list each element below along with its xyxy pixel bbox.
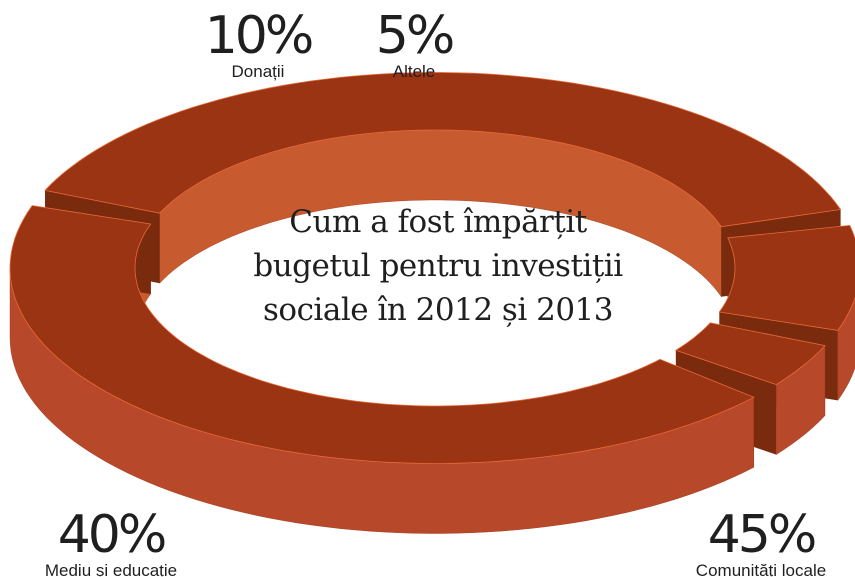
donatii-percent: 10% — [204, 6, 315, 66]
comunitati-percent: 45% — [707, 505, 818, 565]
label-comunitati-locale: 45% Comunități locale — [668, 509, 854, 577]
outer-wall-donatii — [837, 297, 855, 402]
title-line-2: bugetul pentru investiții — [253, 248, 623, 284]
slice-altele — [674, 322, 826, 386]
mediu-name: Mediu și educație — [44, 561, 178, 577]
title-line-3: sociale în 2012 și 2013 — [263, 292, 614, 328]
label-mediu-educatie: 40% Mediu și educație — [16, 509, 206, 577]
slice-donatii — [718, 224, 855, 331]
mediu-percent: 40% — [57, 505, 168, 565]
title-line-1: Cum a fost împărțit — [289, 204, 587, 240]
slice-mediu-si-educatie — [44, 72, 842, 228]
slice-comunitati-locale — [9, 205, 755, 464]
donatii-name: Donații — [231, 62, 285, 81]
comunitati-name: Comunități locale — [695, 561, 827, 577]
altele-percent: 5% — [375, 6, 456, 66]
label-altele: 5% Altele — [362, 10, 466, 82]
altele-name: Altele — [392, 62, 436, 81]
label-donatii: 10% Donații — [196, 10, 320, 82]
chart-title: Cum a fost împărțit bugetul pentru inves… — [238, 200, 638, 332]
